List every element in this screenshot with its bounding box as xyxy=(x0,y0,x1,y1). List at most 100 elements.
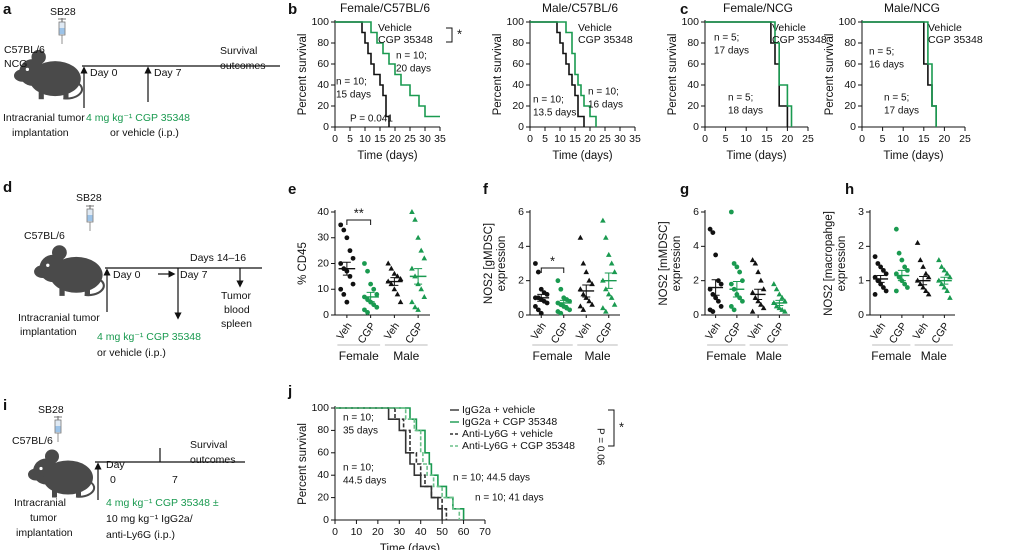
x-tick-label: 15 xyxy=(374,133,386,145)
procedure-label: implantation xyxy=(12,127,69,139)
y-tick-label: 40 xyxy=(317,79,329,91)
y-axis-label: expression xyxy=(496,236,508,292)
annotation: 35 days xyxy=(343,426,378,437)
y-axis-label: Percent survival xyxy=(667,34,679,116)
chart-title: Female/C57BL/6 xyxy=(340,1,430,15)
data-point xyxy=(905,285,910,290)
data-point xyxy=(412,216,418,222)
timepoint-label: Day 7 xyxy=(154,67,182,79)
y-tick-label: 40 xyxy=(317,469,329,481)
data-point xyxy=(752,294,759,300)
data-point xyxy=(580,260,587,266)
survival-curve xyxy=(705,21,789,127)
x-tick-label: CGP xyxy=(764,320,787,346)
x-tick-label: CGP xyxy=(549,320,572,346)
data-point xyxy=(880,285,886,290)
y-tick-label: 60 xyxy=(512,58,524,70)
x-axis-label: Time (days) xyxy=(883,150,943,162)
procedure-label: implantation xyxy=(20,326,77,338)
mouse-icon xyxy=(28,448,96,499)
significance-bracket xyxy=(446,27,453,43)
error-bar xyxy=(919,276,928,286)
data-point xyxy=(782,298,788,304)
data-point xyxy=(544,292,550,297)
data-point xyxy=(755,298,761,304)
x-axis-label: Time (days) xyxy=(357,150,417,162)
data-point xyxy=(880,267,886,273)
legend-label: CGP 35348 xyxy=(928,34,983,46)
annotation: P = 0.06 xyxy=(594,428,605,466)
strain-label: C57BL/6 xyxy=(24,230,65,242)
annotation: 16 days xyxy=(869,60,904,71)
y-tick-label: 20 xyxy=(317,491,329,503)
timepoint-label: 7 xyxy=(172,474,178,486)
y-tick-label: 100 xyxy=(838,16,856,28)
x-tick-label: Veh xyxy=(911,320,931,342)
data-point xyxy=(914,239,921,245)
x-tick-label: Veh xyxy=(529,320,549,342)
x-tick-label: 15 xyxy=(918,133,930,145)
data-point xyxy=(905,267,910,273)
data-point xyxy=(350,281,356,287)
y-tick-label: 2 xyxy=(858,240,864,252)
data-point xyxy=(776,291,783,297)
mouse-icon xyxy=(34,244,105,297)
y-tick-label: 2 xyxy=(693,274,699,286)
data-point xyxy=(731,261,737,266)
data-point xyxy=(397,299,404,305)
y-axis-label: expression xyxy=(671,236,683,292)
data-point xyxy=(771,281,777,287)
x-tick-label: 0 xyxy=(332,526,338,538)
x-tick-label: Veh xyxy=(868,320,888,342)
panel-label: h xyxy=(845,181,854,198)
data-point xyxy=(944,270,950,276)
y-tick-label: 80 xyxy=(317,424,329,436)
legend-label: Vehicle xyxy=(772,22,806,34)
panel-label: d xyxy=(3,179,12,196)
x-tick-label: 5 xyxy=(880,133,886,145)
y-tick-label: 60 xyxy=(317,58,329,70)
x-tick-label: 50 xyxy=(436,526,448,538)
data-point xyxy=(341,227,347,233)
y-tick-label: 0 xyxy=(850,121,856,133)
data-point xyxy=(347,248,353,254)
x-tick-label: 40 xyxy=(415,526,427,538)
y-tick-label: 4 xyxy=(518,240,524,252)
annotation: 15 days xyxy=(336,90,371,101)
data-point xyxy=(388,281,395,287)
error-bar xyxy=(940,276,949,285)
legend-label: Vehicle xyxy=(928,22,962,34)
x-tick-label: 5 xyxy=(542,133,548,145)
timepoint-label: Day 0 xyxy=(113,269,141,281)
treatment-label: 4 mg kg⁻¹ CGP 35348 xyxy=(86,112,190,124)
data-point xyxy=(577,286,584,292)
data-point xyxy=(941,267,948,273)
y-tick-label: 0 xyxy=(323,514,329,526)
data-point xyxy=(713,252,719,258)
x-tick-label: 10 xyxy=(554,133,566,145)
injection-label: SB28 xyxy=(50,6,76,18)
error-bar xyxy=(537,293,546,302)
error-bar xyxy=(775,299,784,307)
data-point xyxy=(583,269,590,275)
data-point xyxy=(589,281,595,287)
x-tick-label: 5 xyxy=(347,133,353,145)
data-point xyxy=(350,255,356,261)
data-point xyxy=(883,271,889,277)
data-point xyxy=(605,251,612,257)
annotation: 17 days xyxy=(714,46,749,57)
x-tick-label: 0 xyxy=(859,133,865,145)
significance-label: * xyxy=(550,253,555,268)
data-point xyxy=(397,275,404,281)
x-tick-label: Veh xyxy=(382,320,402,342)
data-point xyxy=(409,299,415,305)
y-tick-label: 0 xyxy=(693,309,699,321)
data-point xyxy=(925,274,932,280)
data-point xyxy=(580,306,587,312)
data-point xyxy=(920,284,926,290)
x-tick-label: Veh xyxy=(703,320,723,342)
error-bar xyxy=(366,291,375,303)
y-tick-label: 60 xyxy=(687,58,699,70)
endpoint-label: outcomes xyxy=(190,454,236,466)
x-tick-label: 5 xyxy=(723,133,729,145)
